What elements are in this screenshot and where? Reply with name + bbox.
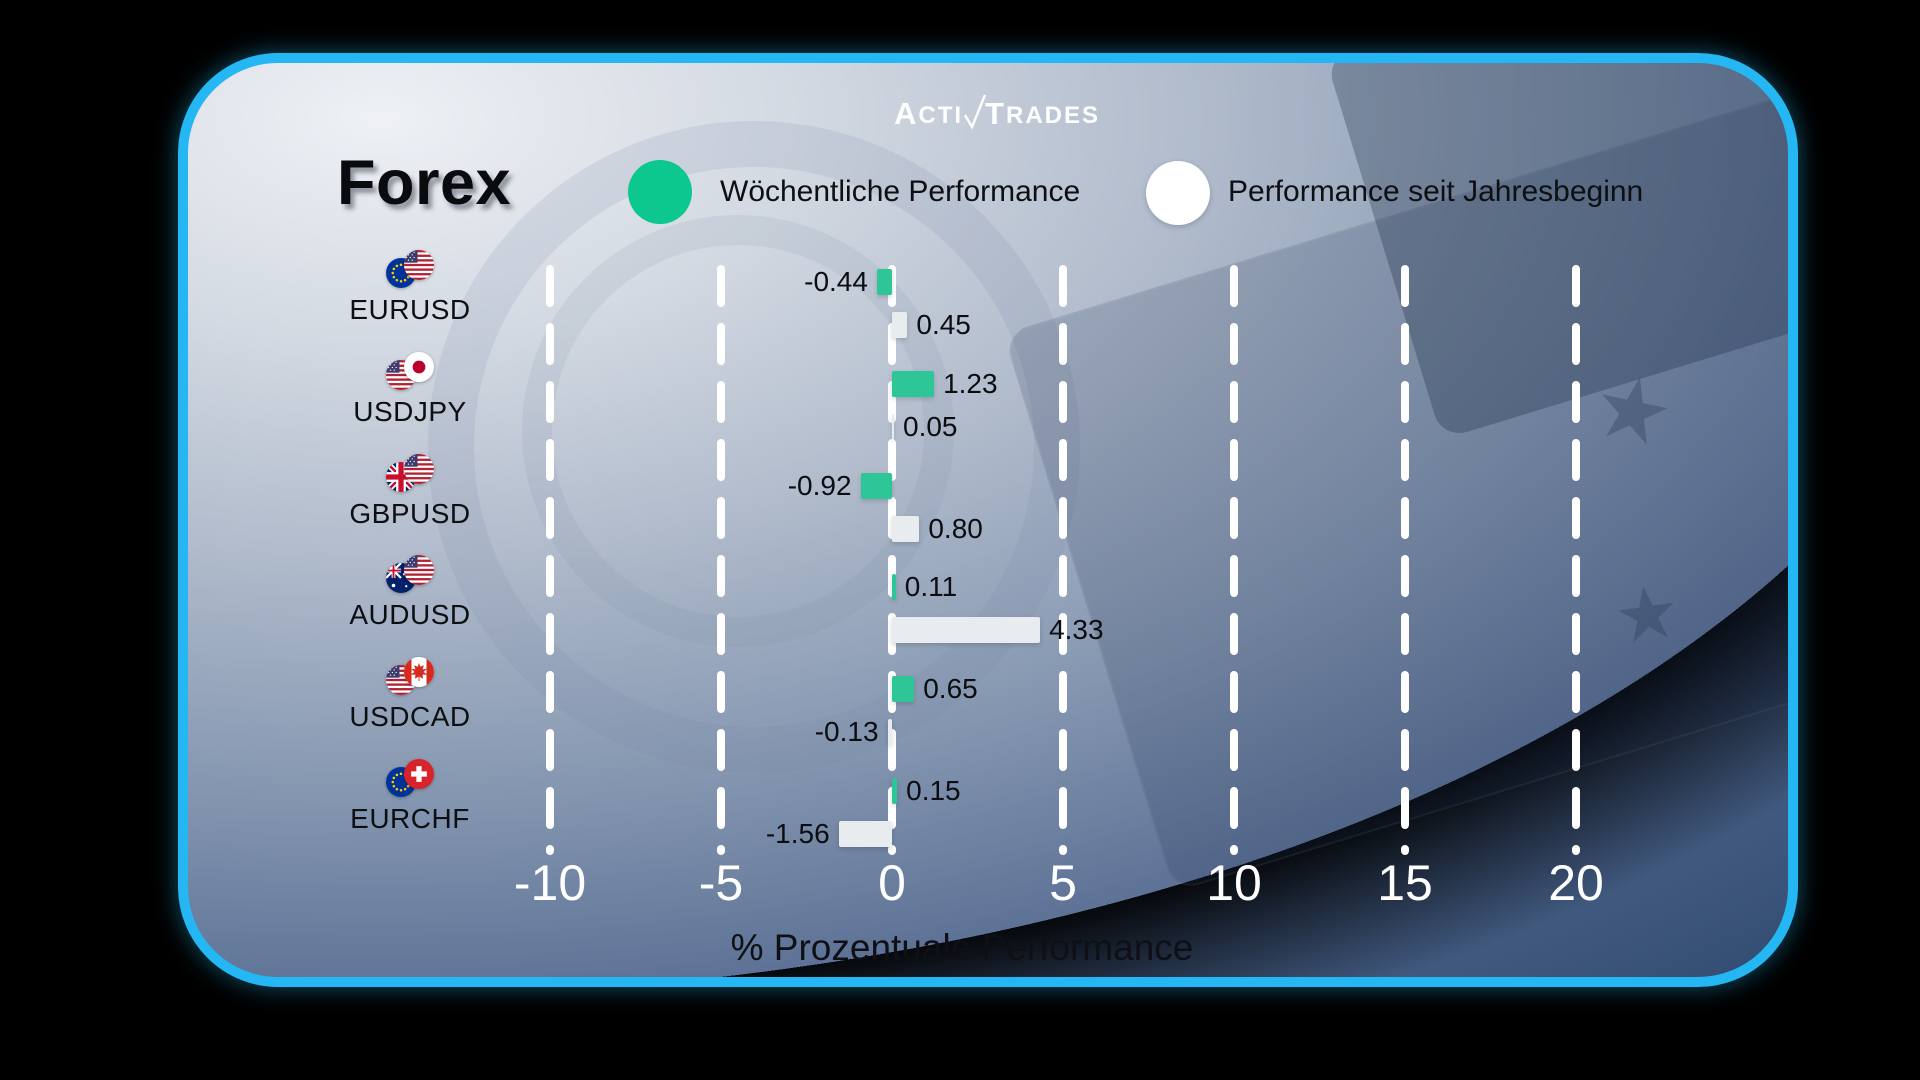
pair-flags-eurusd (386, 250, 434, 288)
pair-label-usdjpy: USDJPY (353, 395, 467, 427)
legend-ytd-dot-icon (1146, 161, 1210, 225)
weekly-bar-audusd (892, 574, 896, 601)
weekly-bar-usdcad (892, 676, 915, 703)
flag-gb-icon (386, 461, 416, 492)
x-tick-label: 0 (878, 855, 906, 911)
activtrades-logo: A CTI T RADES (894, 93, 1100, 129)
flag-eu-icon (386, 258, 416, 288)
legend-ytd-label: Performance seit Jahresbeginn (1228, 175, 1644, 208)
bar-value-label: -0.92 (787, 469, 852, 501)
bar-value-label: 0.80 (928, 512, 983, 544)
flag-us-icon (404, 453, 434, 484)
bar-value-label: -0.44 (804, 266, 868, 297)
gridlines-svg (546, 265, 1580, 855)
euro-star-icon (1602, 377, 1668, 445)
logo-text: A (893, 96, 919, 131)
flag-eu-icon (386, 767, 416, 797)
ytd-bar-gbpusd (892, 515, 920, 542)
flag-us-icon (404, 555, 434, 586)
bar-value-label: -0.13 (814, 716, 879, 748)
bar-value-label: -1.56 (765, 818, 830, 849)
flag-ch-icon (404, 759, 434, 789)
x-tick-label: -10 (513, 855, 587, 911)
pair-flags-gbpusd (386, 453, 434, 492)
x-tick-label: 15 (1377, 855, 1433, 911)
weekly-bar-gbpusd (860, 472, 892, 499)
checkmark-icon (964, 94, 987, 129)
bar-value-label: 0.05 (903, 410, 958, 442)
ytd-bar-audusd (892, 617, 1041, 644)
pair-flags-eurchf (386, 759, 434, 797)
pair-flags-usdjpy (386, 351, 434, 390)
banknote-corner-decor (1325, 63, 1788, 440)
pair-label-usdcad: USDCAD (349, 701, 471, 733)
bar-value-label: 0.45 (916, 309, 971, 340)
ytd-bar-usdcad (887, 719, 892, 746)
forex-card: A CTI T RADES Forex Wöchentliche Perform… (178, 53, 1798, 987)
performance-bar-chart: -10 -5 0 5 10 15 20 -0.44 0.45 1.23 0.05 -0.92 0.80 0… (514, 263, 1604, 963)
x-tick-label: -5 (698, 855, 744, 911)
flag-us-icon (404, 250, 434, 280)
ytd-bar-eurchf (838, 821, 892, 847)
pair-label-gbpusd: GBPUSD (349, 497, 471, 529)
x-tick-label: 10 (1206, 855, 1262, 911)
euro-star-icon (1618, 586, 1674, 643)
flag-au-icon (386, 563, 416, 594)
page-title: Forex (337, 148, 512, 218)
bar-value-label: 1.23 (943, 367, 998, 399)
legend-weekly-label: Wöchentliche Performance (720, 175, 1081, 208)
currency-pairs-column: EURUSD USDJPY GBPUSD AUDUSD USDCAD EURCHF (188, 250, 548, 857)
weekly-bar-eurchf (892, 778, 898, 804)
bar-value-label: 0.15 (906, 775, 961, 806)
banknote-ring-decor (428, 121, 1080, 773)
pair-label-audusd: AUDUSD (349, 599, 471, 631)
x-tick-label: 20 (1548, 855, 1604, 911)
pair-flags-usdcad (386, 657, 434, 696)
flag-jp-icon (404, 351, 434, 382)
logo-text: RADES (1005, 102, 1101, 129)
flag-us-icon (386, 665, 416, 696)
pair-label-eurchf: EURCHF (350, 803, 470, 834)
weekly-bar-eurusd (877, 269, 892, 295)
legend-weekly-dot-icon (628, 160, 692, 224)
x-axis-label: % Prozentuale Performance (730, 927, 1194, 968)
logo-text: CTI (918, 102, 964, 129)
weekly-bar-usdjpy (892, 370, 935, 397)
flag-us-icon (386, 359, 416, 390)
bar-value-label: 0.11 (904, 571, 958, 603)
ytd-bar-eurusd (892, 312, 908, 338)
bar-value-label: 0.65 (923, 673, 978, 705)
ytd-bar-usdjpy (892, 413, 894, 440)
banknote-ring-inner-decor (522, 215, 954, 647)
pair-flags-audusd (386, 555, 434, 594)
x-tick-label: 5 (1049, 855, 1077, 911)
pair-label-eurusd: EURUSD (349, 294, 471, 325)
logo-text: T (985, 96, 1006, 131)
flag-ca-icon (404, 657, 434, 688)
bar-value-label: 4.33 (1049, 614, 1104, 646)
